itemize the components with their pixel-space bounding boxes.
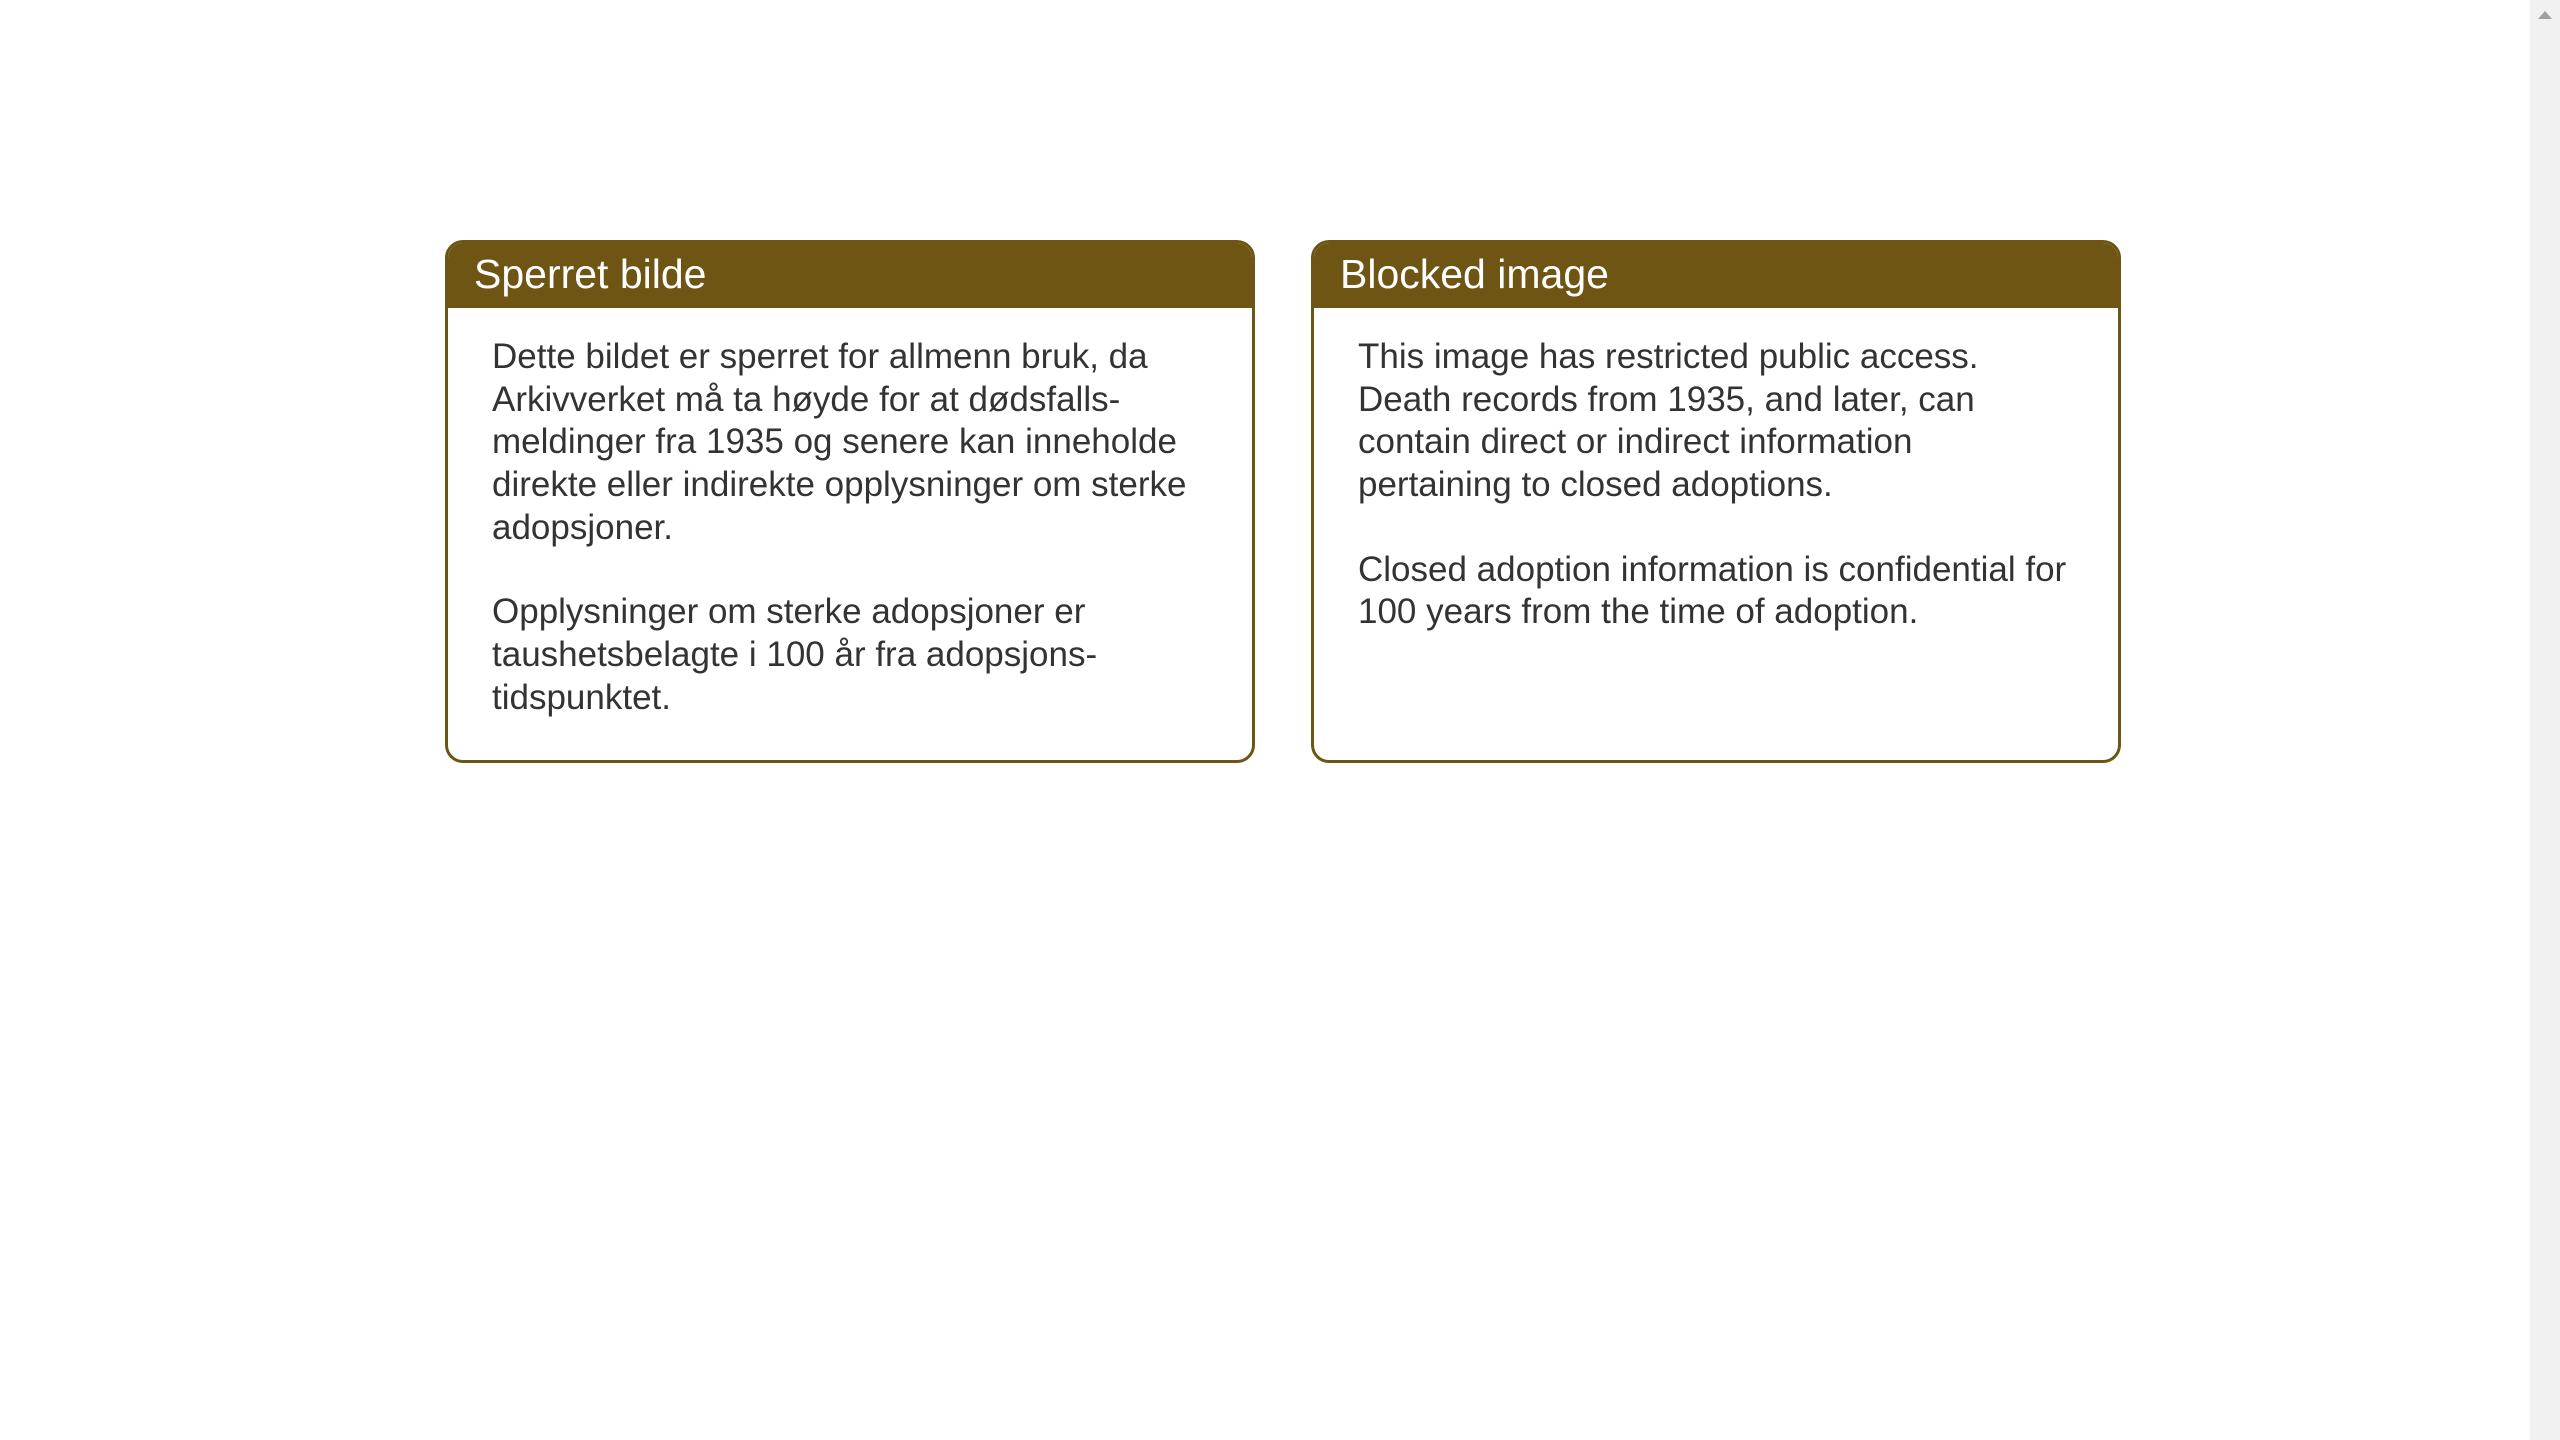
card-title-norwegian: Sperret bilde bbox=[448, 243, 1252, 308]
card-paragraph-2-norwegian: Opplysninger om sterke adopsjoner er tau… bbox=[492, 591, 1208, 719]
card-paragraph-1-norwegian: Dette bildet er sperret for allmenn bruk… bbox=[492, 336, 1208, 549]
scrollbar-up-arrow-icon[interactable] bbox=[2530, 0, 2560, 30]
card-body-norwegian: Dette bildet er sperret for allmenn bruk… bbox=[448, 308, 1252, 760]
card-body-english: This image has restricted public access.… bbox=[1314, 308, 2118, 698]
notice-cards-container: Sperret bilde Dette bildet er sperret fo… bbox=[445, 240, 2121, 763]
blocked-image-card-english: Blocked image This image has restricted … bbox=[1311, 240, 2121, 763]
card-paragraph-1-english: This image has restricted public access.… bbox=[1358, 336, 2074, 507]
vertical-scrollbar-track[interactable] bbox=[2530, 0, 2560, 1440]
card-paragraph-2-english: Closed adoption information is confident… bbox=[1358, 549, 2074, 634]
card-title-english: Blocked image bbox=[1314, 243, 2118, 308]
blocked-image-card-norwegian: Sperret bilde Dette bildet er sperret fo… bbox=[445, 240, 1255, 763]
